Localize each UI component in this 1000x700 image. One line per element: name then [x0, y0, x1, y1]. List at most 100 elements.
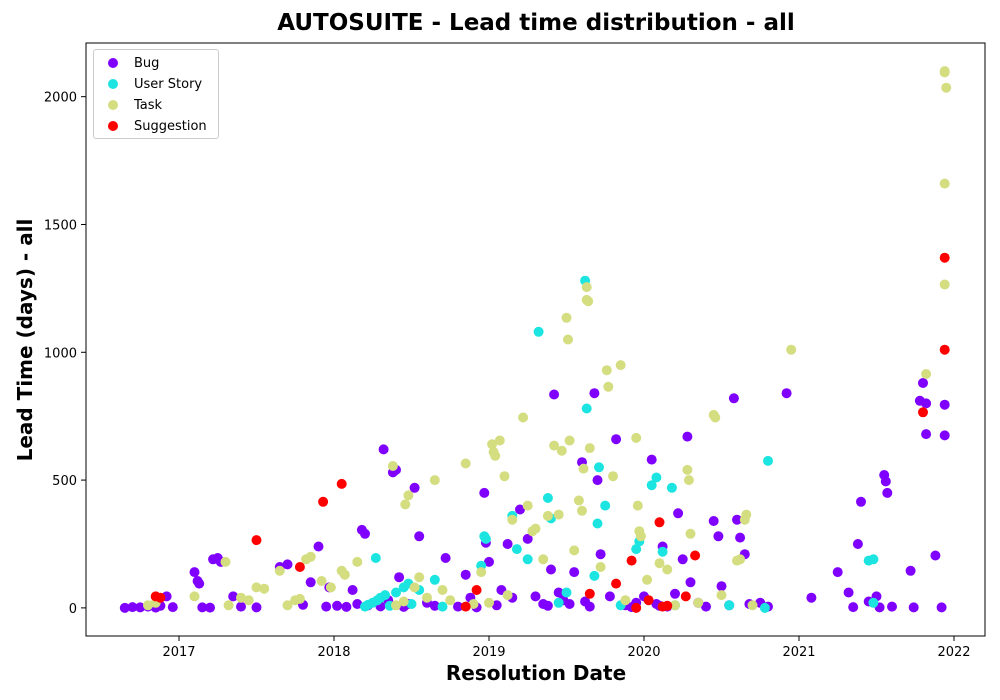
data-point-task — [538, 554, 549, 565]
data-point-user-story — [763, 455, 773, 466]
data-point-bug — [589, 388, 600, 399]
data-point-task — [683, 475, 694, 486]
data-point-bug — [905, 565, 916, 576]
data-point-bug — [321, 601, 332, 612]
data-point-bug — [930, 550, 941, 561]
data-point-bug — [189, 567, 200, 578]
data-point-bug — [414, 531, 425, 542]
data-point-task — [631, 432, 642, 443]
data-point-bug — [251, 602, 262, 613]
data-point-bug — [440, 553, 451, 563]
data-point-task — [422, 592, 432, 603]
data-point-bug — [882, 487, 893, 498]
data-point-bug — [409, 482, 420, 493]
data-point-user-story — [666, 482, 677, 493]
data-point-task — [294, 593, 305, 604]
data-point-task — [236, 592, 246, 603]
data-point-task — [615, 360, 626, 371]
data-point-task — [490, 450, 501, 461]
data-point-bug — [806, 592, 817, 603]
data-point-task — [274, 565, 285, 576]
data-point-bug — [352, 599, 363, 609]
data-point-suggestion — [584, 588, 595, 599]
data-point-suggestion — [939, 252, 950, 263]
legend-entry-user-story: User Story — [102, 74, 218, 95]
chart-title: AUTOSUITE - Lead time distribution - all — [277, 10, 795, 36]
data-point-bug — [378, 444, 389, 455]
data-point-task — [670, 600, 680, 611]
data-point-bug — [584, 601, 595, 612]
data-point-bug — [119, 602, 130, 613]
data-point-task — [518, 412, 529, 423]
data-point-suggestion — [680, 591, 691, 602]
data-point-bug — [564, 599, 575, 609]
data-point-task — [409, 582, 420, 593]
data-point-suggestion — [654, 517, 665, 528]
data-point-task — [608, 471, 618, 482]
data-point-task — [387, 461, 398, 471]
data-point-task — [556, 445, 567, 456]
legend-entry-bug: Bug — [102, 53, 218, 74]
data-point-task — [282, 600, 293, 611]
data-point-bug — [732, 514, 742, 525]
data-point-user-story — [868, 554, 879, 565]
data-point-bug — [360, 528, 370, 539]
data-point-task — [642, 574, 653, 585]
data-point-task — [735, 554, 746, 565]
data-point-task — [682, 464, 693, 475]
data-point-bug — [347, 585, 358, 595]
data-point-suggestion — [626, 555, 637, 566]
data-point-bug — [515, 504, 525, 515]
data-point-bug — [549, 389, 560, 400]
plot-area — [86, 43, 985, 636]
data-point-bug — [592, 475, 603, 486]
data-point-bug — [197, 602, 208, 613]
data-point-bug — [921, 398, 932, 409]
x-tick-label: 2022 — [937, 645, 970, 660]
legend-marker-task — [108, 99, 118, 110]
data-point-user-story — [592, 518, 603, 529]
data-point-bug — [453, 601, 463, 612]
data-point-task — [259, 583, 270, 594]
data-point-task — [437, 585, 448, 595]
data-point-user-story — [600, 500, 611, 511]
data-point-task — [939, 279, 950, 290]
y-tick-label: 1000 — [44, 346, 77, 361]
data-point-task — [603, 381, 614, 392]
data-point-task — [583, 296, 594, 307]
data-point-suggestion — [631, 602, 642, 613]
data-point-task — [391, 600, 401, 611]
data-point-bug — [908, 602, 919, 613]
data-point-suggestion — [155, 592, 166, 603]
data-point-task — [563, 334, 573, 345]
legend-marker-bug — [108, 57, 118, 68]
data-point-task — [939, 178, 950, 189]
data-point-bug — [682, 431, 693, 442]
data-point-task — [476, 567, 487, 578]
data-point-bug — [236, 601, 246, 612]
data-point-user-story — [429, 574, 440, 585]
data-point-task — [685, 528, 696, 539]
data-point-user-story — [480, 533, 491, 544]
data-point-task — [502, 590, 513, 601]
data-point-bug — [313, 541, 324, 552]
data-point-task — [251, 582, 262, 593]
legend-label-suggestion: Suggestion — [134, 119, 207, 134]
data-point-user-story — [594, 462, 604, 473]
x-axis-label: Resolution Date — [445, 661, 627, 685]
data-point-task — [305, 551, 316, 562]
data-point-bug — [522, 533, 533, 544]
data-point-bug — [228, 591, 239, 602]
data-point-bug — [921, 429, 932, 440]
data-point-task — [635, 531, 646, 542]
data-point-task — [654, 558, 665, 569]
data-point-task — [316, 576, 327, 586]
data-point-task — [578, 463, 589, 474]
x-tick-label: 2021 — [782, 645, 815, 660]
data-point-task — [549, 440, 560, 451]
data-point-task — [595, 562, 606, 572]
data-point-task — [564, 435, 575, 446]
data-point-user-story — [370, 553, 381, 563]
data-point-bug — [282, 559, 293, 570]
data-point-bug — [604, 591, 615, 602]
